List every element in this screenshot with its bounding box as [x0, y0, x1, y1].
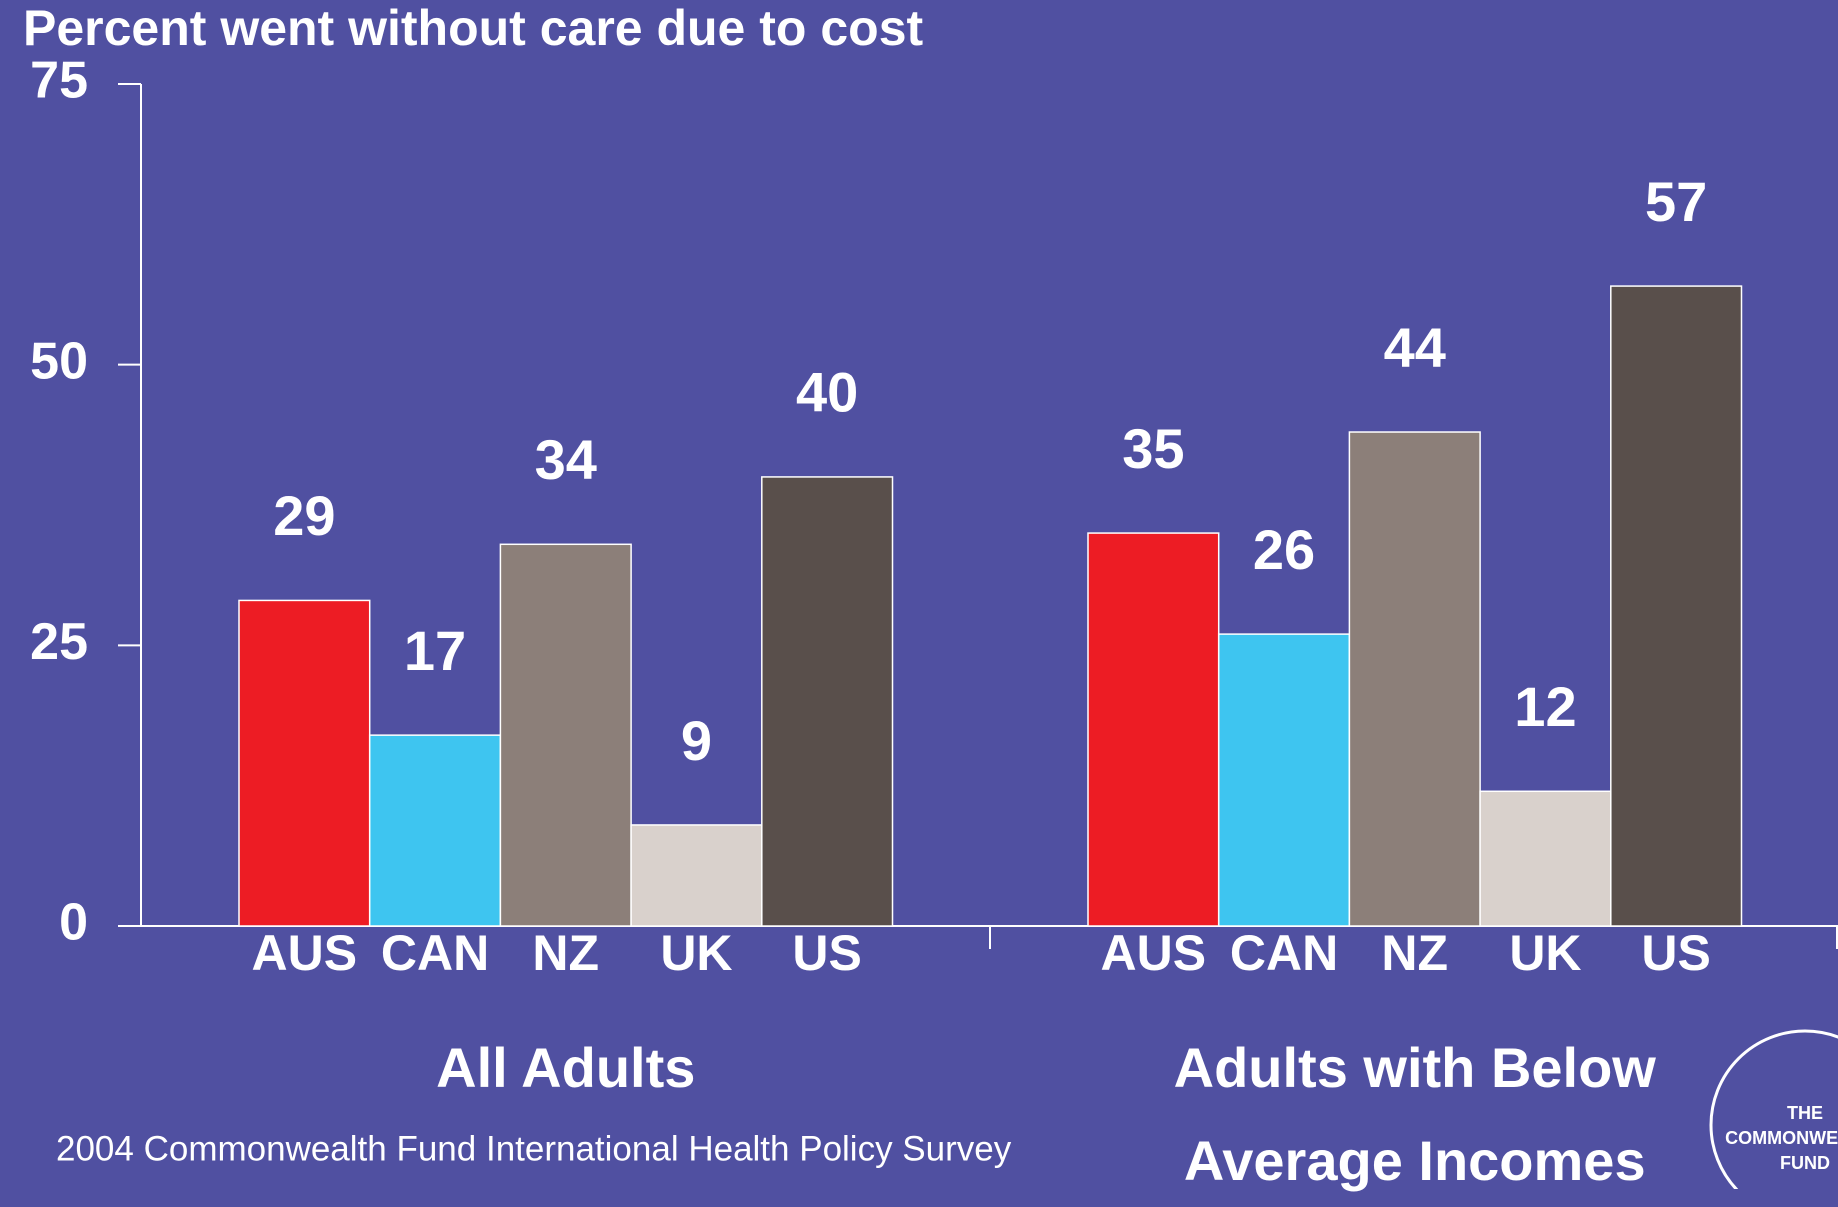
chart-title: Percent went without care due to cost	[23, 0, 923, 56]
group-label: All Adults	[436, 1036, 696, 1099]
x-tick-label: US	[1641, 925, 1710, 981]
x-tick-label: UK	[1509, 925, 1581, 981]
bar	[630, 824, 763, 927]
bar	[1087, 532, 1220, 927]
value-label: 12	[1514, 675, 1576, 738]
value-label: 40	[796, 361, 858, 424]
value-label: 26	[1253, 518, 1315, 581]
bar	[368, 734, 502, 927]
value-label: 35	[1122, 417, 1184, 480]
value-label: 34	[535, 428, 597, 491]
value-label: 17	[404, 619, 466, 682]
x-tick-label: UK	[660, 925, 732, 981]
x-tick-label: AUS	[252, 925, 358, 981]
logo-circle	[1709, 1029, 1838, 1189]
group-label: Adults with Below Average Incomes	[1173, 1036, 1656, 1192]
x-tick-label: CAN	[381, 925, 489, 981]
value-label: 29	[273, 484, 335, 547]
bar	[1610, 285, 1743, 927]
logo-text: FUND	[1780, 1153, 1830, 1173]
bar	[1217, 633, 1351, 927]
source: 2004 Commonwealth Fund International Hea…	[56, 1129, 1012, 1168]
y-tick-label: 0	[59, 894, 88, 952]
value-label: 57	[1645, 170, 1707, 233]
bar	[1348, 431, 1481, 927]
value-label: 44	[1384, 316, 1446, 379]
bar	[499, 543, 632, 927]
x-tick-label: NZ	[532, 925, 599, 981]
bar	[238, 599, 371, 927]
x-tick-label: NZ	[1381, 925, 1448, 981]
bar	[761, 476, 894, 927]
x-tick-label: AUS	[1101, 925, 1207, 981]
y-tick-label: 25	[30, 613, 88, 671]
bar	[1479, 790, 1612, 927]
logo-text: COMMONWEALTH	[1725, 1128, 1838, 1148]
logo-text: THE	[1787, 1103, 1823, 1123]
y-tick-label: 50	[30, 332, 88, 390]
y-tick-label: 75	[30, 52, 88, 110]
x-tick-label: US	[792, 925, 861, 981]
x-tick-label: CAN	[1230, 925, 1338, 981]
value-label: 9	[681, 709, 712, 772]
